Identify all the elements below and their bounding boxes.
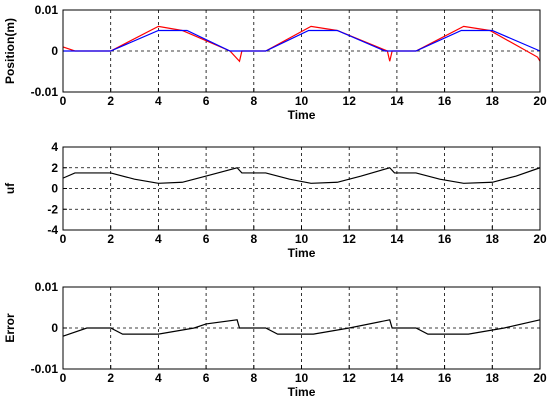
x-tick-label: 6 [203,371,210,385]
data-line [63,29,541,52]
axes-box [62,146,541,231]
x-tick-label: 20 [533,232,547,246]
y-axis-label: Error [3,313,17,343]
x-tick-label: 16 [438,94,452,108]
x-tick-label: 2 [107,94,114,108]
x-tick-label: 18 [486,94,500,108]
x-tick-label: 10 [295,94,309,108]
x-tick-label: 2 [107,371,114,385]
axes-box [62,9,541,93]
x-tick-label: 10 [295,232,309,246]
x-tick-label: 0 [60,371,67,385]
x-tick-label: 14 [390,371,404,385]
x-tick-label: 18 [486,232,500,246]
y-tick-label: 0 [51,321,58,335]
y-tick-label: -4 [47,223,58,237]
y-tick-label: -0.01 [31,362,59,376]
x-tick-label: 14 [390,94,404,108]
x-tick-label: 14 [390,232,404,246]
y-tick-label: 0 [51,44,58,58]
x-tick-label: 4 [155,94,162,108]
y-axis-label: uf [3,182,17,194]
data-line [62,167,541,184]
x-tick-label: 4 [155,371,162,385]
y-tick-label: 0.01 [35,3,59,17]
x-tick-label: 2 [107,232,114,246]
x-axis-label: Time [288,108,316,122]
x-tick-label: 12 [343,94,357,108]
x-tick-label: 12 [343,232,357,246]
x-tick-label: 20 [533,371,547,385]
axes-box [62,286,541,370]
x-tick-label: 16 [438,232,452,246]
x-tick-label: 0 [60,94,67,108]
y-axis-label: Position(m) [3,18,17,84]
data-line [62,319,541,337]
x-tick-label: 4 [155,232,162,246]
y-tick-label: -0.01 [31,85,59,99]
y-tick-label: -2 [47,202,58,216]
y-tick-label: 2 [51,161,58,175]
x-tick-label: 6 [203,232,210,246]
x-axis-label: Time [288,385,316,399]
x-tick-label: 6 [203,94,210,108]
x-tick-label: 0 [60,232,67,246]
x-tick-label: 18 [486,371,500,385]
y-tick-label: 0.01 [35,280,59,294]
data-line [62,25,541,63]
x-axis-label: Time [288,246,316,260]
x-tick-label: 12 [343,371,357,385]
x-tick-label: 8 [250,94,257,108]
x-tick-label: 16 [438,371,452,385]
y-tick-label: 4 [51,140,58,154]
y-tick-label: 0 [51,182,58,196]
x-tick-label: 10 [295,371,309,385]
x-tick-label: 8 [250,371,257,385]
x-tick-label: 20 [533,94,547,108]
x-tick-label: 8 [250,232,257,246]
